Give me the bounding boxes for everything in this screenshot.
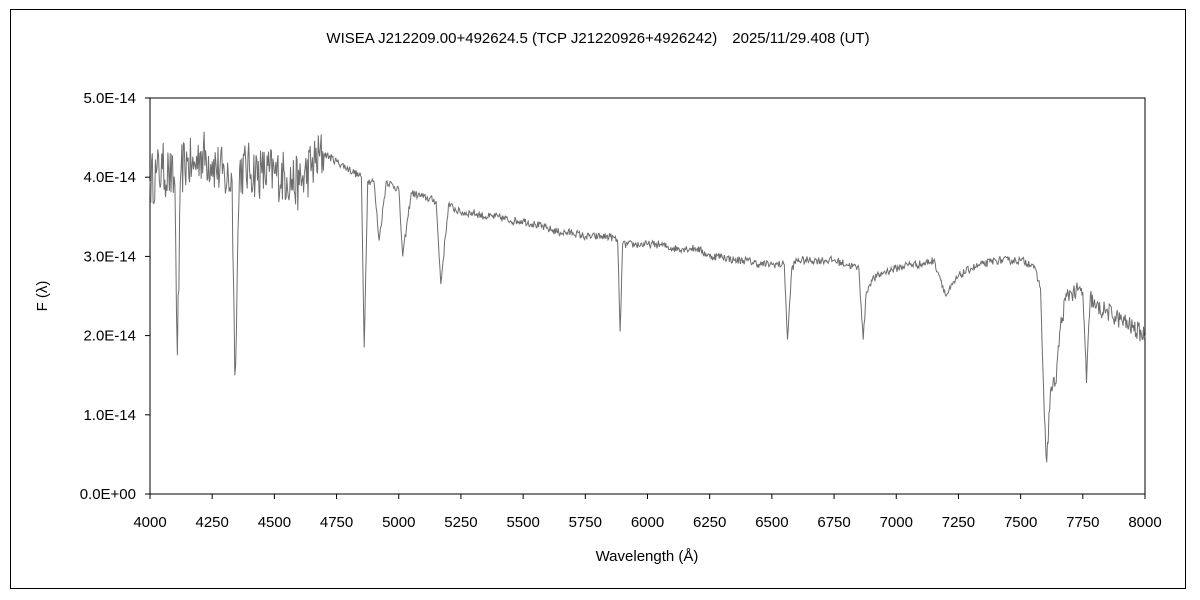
y-axis-label: F (λ) — [34, 281, 51, 312]
spectrum-line — [149, 131, 1146, 463]
x-tick-label: 6000 — [631, 514, 664, 531]
x-tick-label: 6250 — [693, 514, 726, 531]
x-tick-label: 5250 — [444, 514, 477, 531]
x-tick-label: 4500 — [258, 514, 291, 531]
x-tick-label: 5500 — [506, 514, 539, 531]
x-tick-label: 8000 — [1128, 514, 1161, 531]
x-tick-label: 4000 — [133, 514, 166, 531]
series-layer — [149, 131, 1146, 463]
chart-title: WISEA J212209.00+492624.5 (TCP J21220926… — [326, 30, 869, 47]
x-tick-label: 6750 — [817, 514, 850, 531]
x-tick-label: 4250 — [196, 514, 229, 531]
x-tick-label: 5000 — [382, 514, 415, 531]
y-tick-label: 3.0E-14 — [83, 248, 136, 265]
x-axis-ticks: 4000 4250 4500 4750 5000 5250 5500 5750 6000 6250… — [133, 494, 1162, 531]
y-tick-label: 2.0E-14 — [83, 328, 136, 345]
plot-area — [149, 97, 1146, 495]
y-axis-ticks: 0.0E+00 1.0E-14 2.0E-14 3.0E-14 4.0E-14 5.0E-… — [80, 90, 150, 503]
x-tick-label: 6500 — [755, 514, 788, 531]
x-tick-label: 7250 — [942, 514, 975, 531]
x-tick-label: 7000 — [880, 514, 913, 531]
y-tick-label: 1.0E-14 — [83, 407, 136, 424]
y-tick-label: 4.0E-14 — [83, 169, 136, 186]
x-axis-label: Wavelength (Å) — [596, 548, 699, 565]
y-tick-label: 0.0E+00 — [80, 486, 136, 503]
x-tick-label: 4750 — [320, 514, 353, 531]
chart-frame — [10, 9, 1186, 589]
y-tick-label: 5.0E-14 — [83, 90, 136, 107]
x-tick-label: 5750 — [569, 514, 602, 531]
x-tick-label: 7500 — [1004, 514, 1037, 531]
x-tick-label: 7750 — [1066, 514, 1099, 531]
